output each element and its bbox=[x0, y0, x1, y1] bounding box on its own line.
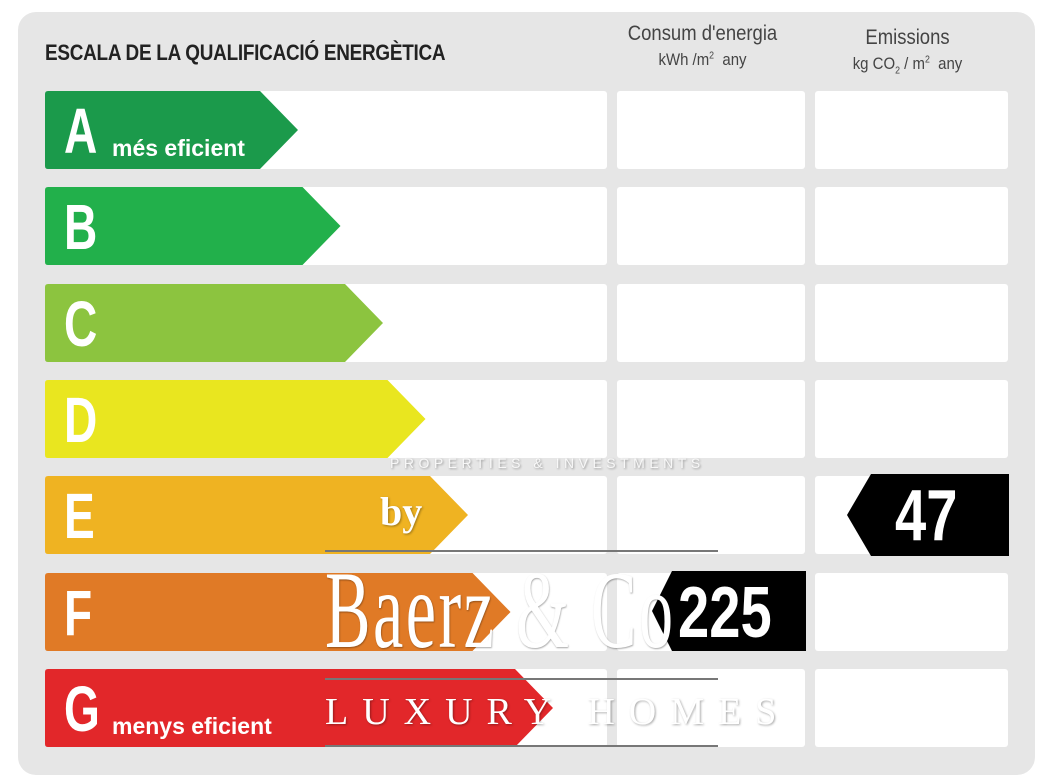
rating-arrow-f bbox=[45, 573, 513, 656]
rating-arrow-shape bbox=[45, 476, 468, 554]
emissions-value-cell bbox=[815, 573, 1008, 651]
emissions-column-header: Emissions kg CO2 / m2 any bbox=[805, 26, 1010, 76]
rating-letter: B bbox=[64, 191, 98, 263]
emissions-value-cell bbox=[815, 284, 1008, 362]
watermark-sub: LUXURY HOMES bbox=[325, 691, 791, 733]
watermark-divider bbox=[325, 678, 718, 680]
watermark-by: by bbox=[380, 489, 423, 534]
watermark-divider bbox=[325, 550, 718, 552]
rating-letter: E bbox=[64, 480, 95, 552]
emissions-value-cell bbox=[815, 380, 1008, 458]
energy-value-cell bbox=[617, 669, 805, 747]
rating-letter: C bbox=[64, 288, 98, 360]
watermark-tagline: PROPERTIES & INVESTMENTS bbox=[390, 455, 705, 471]
rating-arrow-shape bbox=[45, 284, 383, 362]
rating-arrow-g bbox=[45, 669, 555, 752]
energy-column-unit: kWh /m2 any bbox=[658, 50, 747, 69]
rating-caption: menys eficient bbox=[112, 713, 272, 739]
rating-letter: A bbox=[64, 95, 98, 167]
rating-arrow-a bbox=[45, 91, 300, 174]
rating-arrow-shape bbox=[45, 187, 341, 265]
rating-arrow-d bbox=[45, 380, 428, 463]
rating-arrow-e bbox=[45, 476, 470, 559]
watermark-divider bbox=[325, 745, 718, 747]
energy-column-label: Consum d'energia bbox=[627, 22, 778, 45]
scale-title: ESCALA DE LA QUALIFICACIÓ ENERGÈTICA bbox=[45, 40, 446, 65]
rating-arrow-shape bbox=[45, 669, 553, 747]
energy-value-cell bbox=[617, 91, 805, 169]
emissions-value-badge: 47 bbox=[847, 474, 1009, 561]
rating-arrow-b bbox=[45, 187, 343, 270]
energy-value-cell bbox=[617, 476, 805, 554]
emissions-value: 47 bbox=[895, 476, 958, 556]
energy-value-badge: 225 bbox=[652, 571, 806, 656]
rating-letter: F bbox=[64, 577, 93, 649]
rating-arrow-c bbox=[45, 284, 385, 367]
emissions-column-label: Emissions bbox=[865, 26, 950, 49]
energy-value-cell bbox=[617, 187, 805, 265]
energy-value: 225 bbox=[678, 573, 772, 653]
rating-letter: G bbox=[64, 673, 100, 745]
emissions-value-cell bbox=[815, 669, 1008, 747]
watermark-brand: Baerz & Co bbox=[325, 549, 676, 671]
emissions-value-cell bbox=[815, 187, 1008, 265]
energy-value-cell bbox=[617, 284, 805, 362]
energy-value-cell bbox=[617, 380, 805, 458]
rating-arrow-shape bbox=[45, 91, 298, 169]
rating-caption: més eficient bbox=[112, 135, 245, 161]
rating-arrow-shape bbox=[45, 380, 426, 458]
energy-column-header: Consum d'energia kWh /m2 any bbox=[600, 22, 805, 70]
emissions-value-cell bbox=[815, 91, 1008, 169]
emissions-column-unit: kg CO2 / m2 any bbox=[852, 54, 963, 77]
rating-arrow-shape bbox=[45, 573, 511, 651]
rating-letter: D bbox=[64, 384, 98, 456]
